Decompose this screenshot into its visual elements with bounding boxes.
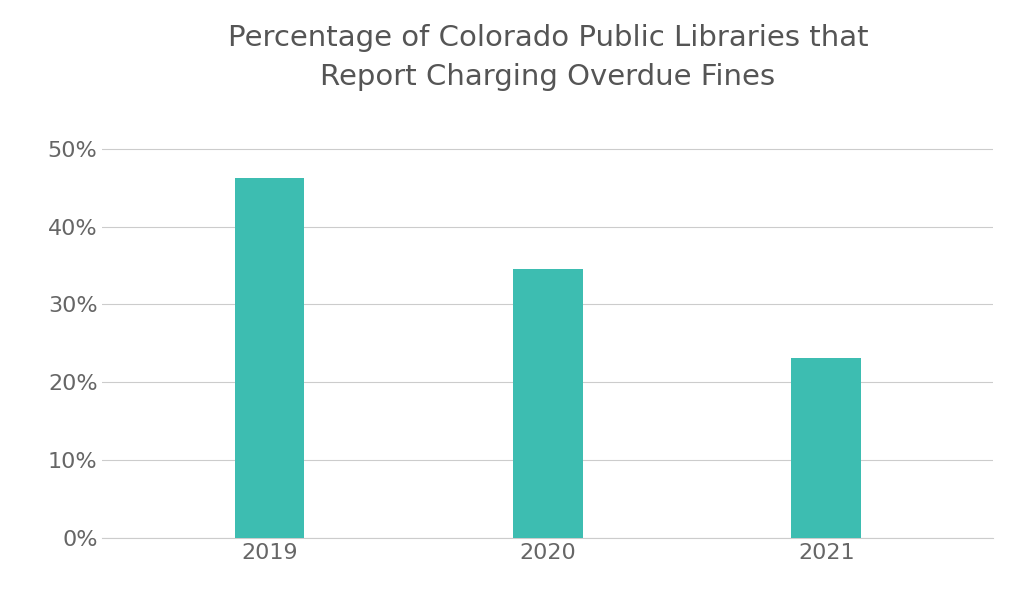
Bar — [234, 178, 304, 538]
Bar — [513, 269, 583, 538]
Title: Percentage of Colorado Public Libraries that
Report Charging Overdue Fines: Percentage of Colorado Public Libraries … — [227, 24, 868, 91]
Bar — [792, 358, 861, 538]
